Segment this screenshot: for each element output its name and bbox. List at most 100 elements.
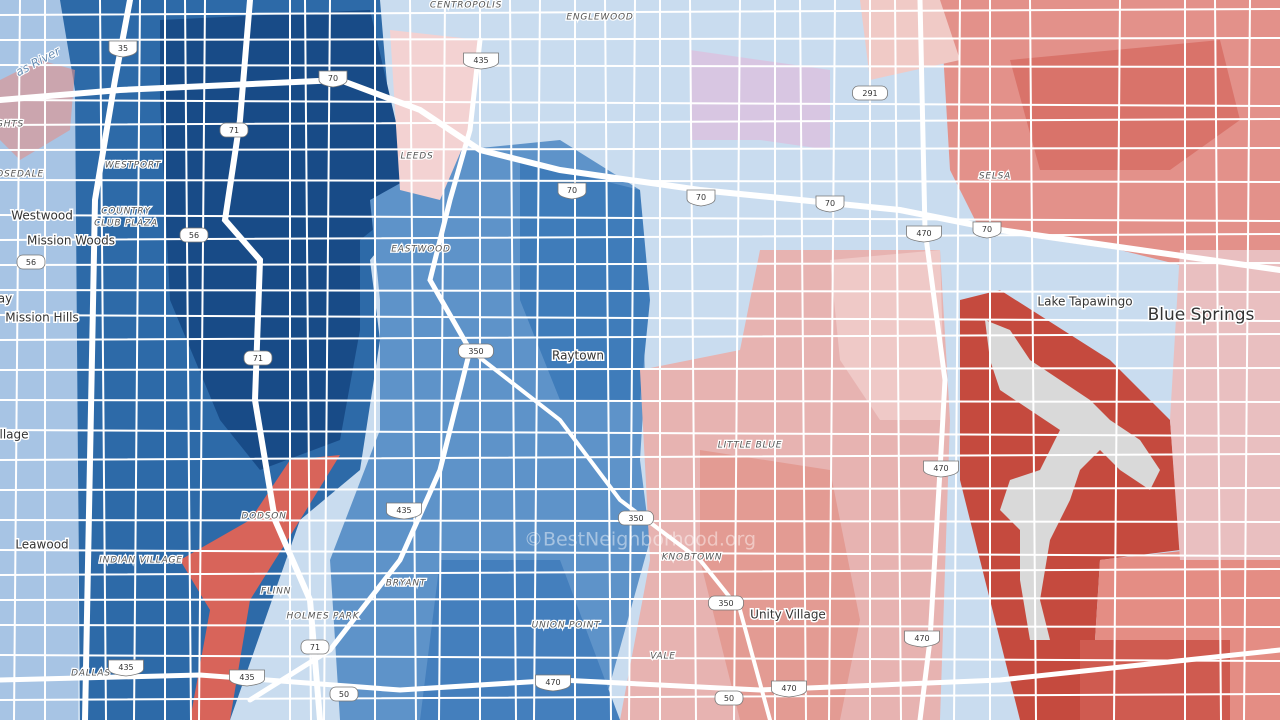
shield-label: 470 [916,229,931,238]
shield-shape [329,686,359,702]
shield-label: 71 [253,354,263,363]
street [799,0,807,720]
route-shield: 350 [618,510,654,526]
place-label: COUNTRY [101,207,151,217]
shield-label: 35 [118,44,128,53]
route-shield: 350 [458,343,494,359]
place-label: DODSON [241,512,286,522]
street [0,333,1280,341]
place-label: GHTS [0,120,24,130]
street [0,399,1280,403]
place-label: Westwood [11,209,73,223]
route-shield: 470 [906,225,942,243]
shield-label: 470 [933,464,948,473]
route-shields: 35 435 70 291 71 56 70 70 70 470 70 350 71 470 350 435 7… [16,40,1002,706]
shield-shape [618,510,654,526]
shield-shape [972,221,1002,239]
shield-label: 70 [825,199,835,208]
street [0,8,1280,16]
place-label: UNION POINT [532,621,602,631]
shield-shape [904,630,940,648]
shield-shape [16,254,46,270]
route-shield: 470 [771,680,807,698]
shield-shape [243,350,273,366]
route-shield: 50 [329,686,359,702]
place-label: LEEDS [400,152,433,162]
street [0,654,1280,662]
shield-shape [463,52,499,70]
shield-shape [714,690,744,706]
shield-label: 70 [982,225,992,234]
shield-shape [108,40,138,58]
place-label: CENTROPOLIS [430,1,502,11]
shield-label: 435 [118,663,133,672]
street [0,624,1280,628]
route-shield: 435 [386,502,422,520]
route-shield: 71 [300,639,330,655]
shield-label: 350 [718,599,733,608]
place-label: BRYANT [386,579,427,589]
route-shield: 291 [852,85,888,101]
route-shield: 56 [179,227,209,243]
street [0,367,1280,371]
shield-shape [535,674,571,692]
place-label: INDIAN VILLAGE [99,556,183,566]
shield-label: 71 [229,126,239,135]
street [0,453,1280,461]
place-label: Blue Springs [1148,305,1255,325]
place-label: DALLAS [71,669,111,679]
shield-shape [108,659,144,677]
route-shield: 71 [219,122,249,138]
route-shield: 435 [108,659,144,677]
street [0,549,1280,557]
shield-shape [923,460,959,478]
place-label: SELSA [979,172,1011,182]
shield-label: 56 [26,258,36,267]
route-shield: 35 [108,40,138,58]
place-label: LITTLE BLUE [718,441,783,451]
route-shield: 470 [535,674,571,692]
shield-shape [318,70,348,88]
place-label: CLUB PLAZA [94,219,158,229]
shield-shape [300,639,330,655]
shield-shape [852,85,888,101]
street [0,487,1280,491]
route-shield: 71 [243,350,273,366]
shield-label: 350 [628,514,643,523]
shield-shape [708,595,744,611]
shield-label: 470 [545,678,560,687]
place-label: KNOBTOWN [662,553,723,563]
shield-shape [771,680,807,698]
shield-label: 50 [724,694,734,703]
shield-label: 435 [396,506,411,515]
shield-shape [219,122,249,138]
street [828,0,836,720]
street [689,0,697,720]
route-shield: 56 [16,254,46,270]
route-shield: 70 [972,221,1002,239]
place-label: Leawood [15,538,68,552]
route-shield: 470 [904,630,940,648]
place-labels: CENTROPOLIS ENGLEWOOD Westwood Mission Wood… [0,0,1256,680]
street [0,429,1280,437]
street [0,99,1280,107]
shield-label: 50 [339,690,349,699]
route-shield: 70 [557,182,587,200]
place-label: Raytown [552,349,604,363]
street [0,289,1280,293]
place-label: OSEDALE [0,170,44,180]
route-shield: 435 [463,52,499,70]
route-shield: 350 [708,595,744,611]
street [0,147,1280,151]
place-label: WESTPORT [105,161,162,171]
route-shield: 70 [815,195,845,213]
place-label: Mission Hills [5,311,79,325]
shield-label: 350 [468,347,483,356]
shield-label: 470 [914,634,929,643]
street [0,314,1280,322]
street [0,118,1280,126]
place-label: ENGLEWOOD [566,13,633,23]
street [0,597,1280,601]
shield-label: 291 [862,89,877,98]
